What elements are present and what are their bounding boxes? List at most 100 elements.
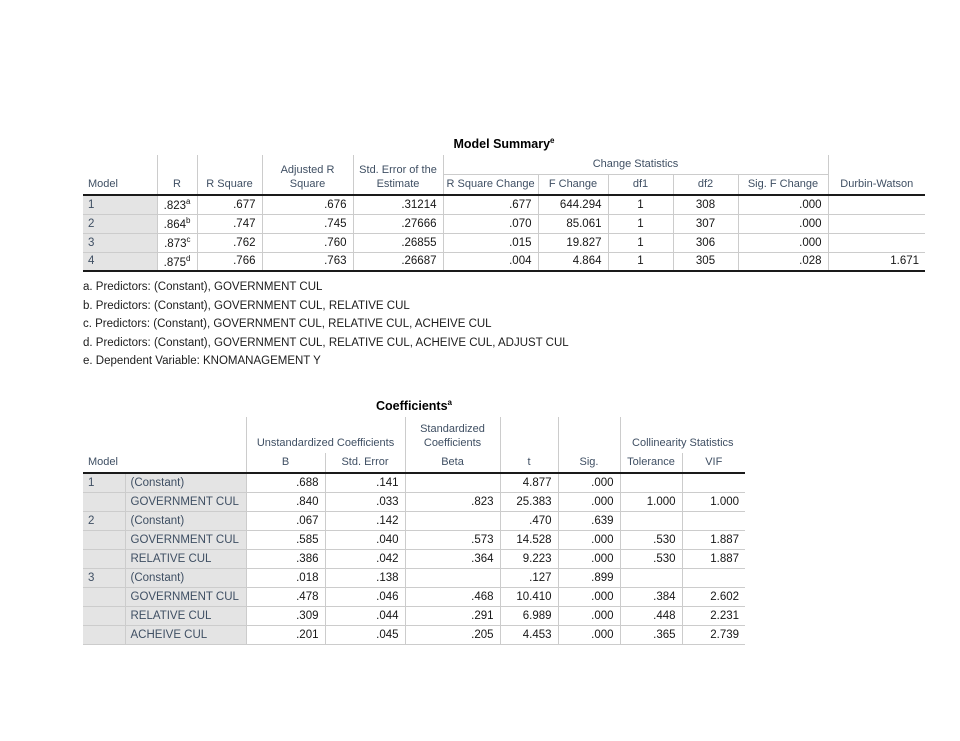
cell-beta: .205 <box>404 624 501 645</box>
coefficients-header-row-2: B Std. Error Beta t Sig. Tolerance VIF <box>83 453 746 475</box>
cell-std-error: .142 <box>324 510 406 531</box>
cell-r: .873c <box>156 232 197 253</box>
cell-df2: 308 <box>672 195 738 215</box>
cell-r-square: .766 <box>196 251 262 273</box>
cell-std-error: .042 <box>324 548 406 569</box>
model-summary-row-4: 4 .875d .766 .763 .26687 .004 4.864 1 30… <box>83 251 926 273</box>
cell-durbin-watson <box>827 213 926 234</box>
cell-std-error: .044 <box>324 605 406 626</box>
cell-std-error-estimate: .27666 <box>352 213 443 234</box>
header-beta: Beta <box>404 453 501 475</box>
cell-t: 6.989 <box>499 605 559 626</box>
header-sig-f-change: Sig. F Change <box>737 174 829 197</box>
header-r-square-change: R Square Change <box>442 174 538 197</box>
cell-variable: RELATIVE CUL <box>124 548 246 569</box>
coefficients-header-row-1: Model Unstandardized Coefficients Standa… <box>83 417 746 475</box>
cell-model: 1 <box>83 473 125 493</box>
footnote-b: b. Predictors: (Constant), GOVERNMENT CU… <box>83 299 410 312</box>
model-summary-title-superscript: e <box>550 136 555 145</box>
cell-model: 3 <box>83 567 125 588</box>
header-spacer-t <box>499 417 559 454</box>
cell-t: 4.453 <box>499 624 559 645</box>
r-superscript: a <box>186 197 191 207</box>
cell-adjusted-r-square: .760 <box>261 232 353 253</box>
cell-sig: .000 <box>557 491 621 512</box>
cell-sig-f-change: .000 <box>737 213 829 234</box>
cell-b: .840 <box>245 491 325 512</box>
cell-std-error-estimate: .26687 <box>352 251 443 273</box>
cell-f-change: 644.294 <box>537 195 608 215</box>
coefficients-section: Coefficientsa Model Unstandardized Coeff… <box>83 395 746 645</box>
cell-f-change: 85.061 <box>537 213 608 234</box>
cell-std-error: .045 <box>324 624 406 645</box>
cell-tolerance: .448 <box>619 605 683 626</box>
cell-sig-f-change: .000 <box>737 232 829 253</box>
cell-durbin-watson <box>827 195 926 215</box>
cell-t: .470 <box>499 510 559 531</box>
cell-model: 2 <box>83 213 157 234</box>
r-value: .864 <box>163 219 187 232</box>
cell-tolerance <box>619 510 683 531</box>
cell-b: .386 <box>245 548 325 569</box>
cell-model <box>83 491 125 512</box>
cell-tolerance: .365 <box>619 624 683 645</box>
cell-sig: .000 <box>557 529 621 550</box>
header-sig: Sig. <box>557 453 621 475</box>
cell-model <box>83 529 125 550</box>
cell-r: .875d <box>156 251 197 273</box>
header-b: B <box>245 453 325 475</box>
cell-b: .309 <box>245 605 325 626</box>
cell-model: 2 <box>83 510 125 531</box>
model-summary-table: Model R R Square Adjusted R Square Std. … <box>83 155 926 273</box>
header-tolerance: Tolerance <box>619 453 683 475</box>
header-vif: VIF <box>681 453 746 475</box>
coefficients-row-3: 2 (Constant) .067 .142 .470 .639 <box>83 510 746 531</box>
model-summary-header-row-1: Model R R Square Adjusted R Square Std. … <box>83 155 926 197</box>
header-t: t <box>499 453 559 475</box>
model-summary-title: Model Summarye <box>83 133 925 152</box>
cell-model: 1 <box>83 195 157 215</box>
coefficients-table: Model Unstandardized Coefficients Standa… <box>83 417 746 645</box>
cell-b: .478 <box>245 586 325 607</box>
coefficients-row-4: GOVERNMENT CUL .585 .040 .573 14.528 .00… <box>83 529 746 550</box>
cell-beta <box>404 510 501 531</box>
cell-variable: (Constant) <box>124 473 246 493</box>
cell-durbin-watson <box>827 232 926 253</box>
cell-sig: .000 <box>557 605 621 626</box>
cell-std-error: .141 <box>324 473 406 493</box>
cell-t: 10.410 <box>499 586 559 607</box>
cell-tolerance <box>619 473 683 493</box>
cell-adjusted-r-square: .745 <box>261 213 353 234</box>
model-summary-row-2: 2 .864b .747 .745 .27666 .070 85.061 1 3… <box>83 213 926 234</box>
cell-df1: 1 <box>607 213 673 234</box>
header-df1: df1 <box>607 174 673 197</box>
cell-beta: .573 <box>404 529 501 550</box>
model-summary-row-1: 1 .823a .677 .676 .31214 .677 644.294 1 … <box>83 195 926 215</box>
cell-vif: 1.000 <box>681 491 746 512</box>
cell-f-change: 19.827 <box>537 232 608 253</box>
cell-vif: 2.602 <box>681 586 746 607</box>
model-summary-section: Model Summarye Model R R Square Adjusted… <box>83 133 926 371</box>
cell-beta: .364 <box>404 548 501 569</box>
footnote-e: e. Dependent Variable: KNOMANAGEMENT Y <box>83 355 321 368</box>
header-unstandardized-coefficients: Unstandardized Coefficients <box>245 417 406 454</box>
cell-r-square-change: .677 <box>442 195 538 215</box>
header-model: Model <box>83 155 157 197</box>
cell-r-square: .762 <box>196 232 262 253</box>
cell-vif: 2.739 <box>681 624 746 645</box>
coefficients-row-8: RELATIVE CUL .309 .044 .291 6.989 .000 .… <box>83 605 746 626</box>
cell-b: .201 <box>245 624 325 645</box>
cell-variable: RELATIVE CUL <box>124 605 246 626</box>
cell-beta <box>404 567 501 588</box>
cell-sig: .000 <box>557 548 621 569</box>
header-std-error-estimate: Std. Error of the Estimate <box>352 155 443 197</box>
footnote-d: d. Predictors: (Constant), GOVERNMENT CU… <box>83 336 569 349</box>
header-durbin-watson: Durbin-Watson <box>827 155 926 197</box>
coefficients-row-9: ACHEIVE CUL .201 .045 .205 4.453 .000 .3… <box>83 624 746 645</box>
cell-df1: 1 <box>607 195 673 215</box>
cell-sig-f-change: .000 <box>737 195 829 215</box>
coefficients-row-5: RELATIVE CUL .386 .042 .364 9.223 .000 .… <box>83 548 746 569</box>
cell-beta: .823 <box>404 491 501 512</box>
cell-variable: ACHEIVE CUL <box>124 624 246 645</box>
